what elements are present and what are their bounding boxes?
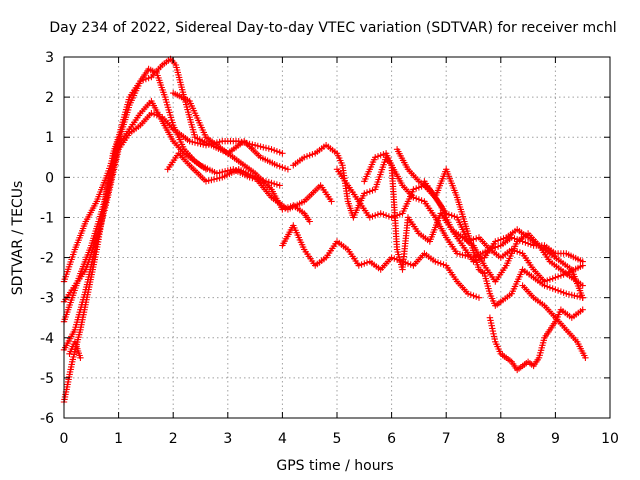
y-tick-label: 0 bbox=[45, 170, 54, 186]
series-markers bbox=[519, 282, 589, 361]
x-tick-label: 8 bbox=[496, 431, 505, 447]
y-tick-label: -4 bbox=[40, 331, 54, 347]
series-track-2 bbox=[60, 55, 292, 325]
x-tick-label: 7 bbox=[442, 431, 451, 447]
y-tick-label: -1 bbox=[40, 210, 54, 226]
y-tick-label: 1 bbox=[45, 130, 54, 146]
y-tick-label: -3 bbox=[40, 291, 54, 307]
y-tick-label: 2 bbox=[45, 90, 54, 106]
series-markers bbox=[486, 306, 586, 374]
chart-title: Day 234 of 2022, Sidereal Day-to-day VTE… bbox=[49, 20, 616, 36]
series-track-11 bbox=[333, 166, 586, 285]
series-markers bbox=[170, 89, 313, 225]
series-track-8 bbox=[170, 89, 313, 225]
series-layer bbox=[60, 55, 589, 406]
series-track-9 bbox=[279, 222, 483, 301]
series-track-14 bbox=[421, 166, 586, 309]
series-track-6 bbox=[66, 338, 84, 361]
x-tick-label: 2 bbox=[169, 431, 178, 447]
x-tick-label: 9 bbox=[551, 431, 560, 447]
axis-ticks: 0 1 2 3 4 5 6 7 8 9 10 -6 -5 -4 -3 -2 -1 0 1 2 3 bbox=[40, 50, 619, 447]
series-markers bbox=[333, 166, 586, 285]
y-tick-label: -5 bbox=[40, 371, 54, 387]
series-markers bbox=[361, 150, 586, 301]
x-axis-label: GPS time / hours bbox=[276, 458, 393, 474]
x-tick-label: 0 bbox=[60, 431, 69, 447]
y-tick-label: -2 bbox=[40, 251, 54, 267]
x-tick-label: 6 bbox=[387, 431, 396, 447]
y-axis-label: SDTVAR / TECUs bbox=[10, 181, 26, 296]
series-track-15 bbox=[486, 306, 586, 374]
x-tick-label: 1 bbox=[114, 431, 123, 447]
series-markers bbox=[279, 222, 483, 301]
series-track-16 bbox=[519, 282, 589, 361]
x-tick-label: 10 bbox=[601, 431, 619, 447]
x-tick-label: 3 bbox=[223, 431, 232, 447]
series-track-7 bbox=[164, 150, 335, 213]
x-tick-label: 5 bbox=[333, 431, 342, 447]
series-markers bbox=[421, 166, 586, 309]
series-track-13 bbox=[393, 146, 586, 289]
y-tick-label: 3 bbox=[45, 50, 54, 66]
series-markers bbox=[66, 338, 84, 361]
series-markers bbox=[60, 55, 292, 325]
series-line bbox=[63, 58, 289, 323]
y-tick-label: -6 bbox=[40, 411, 54, 427]
x-tick-label: 4 bbox=[278, 431, 287, 447]
